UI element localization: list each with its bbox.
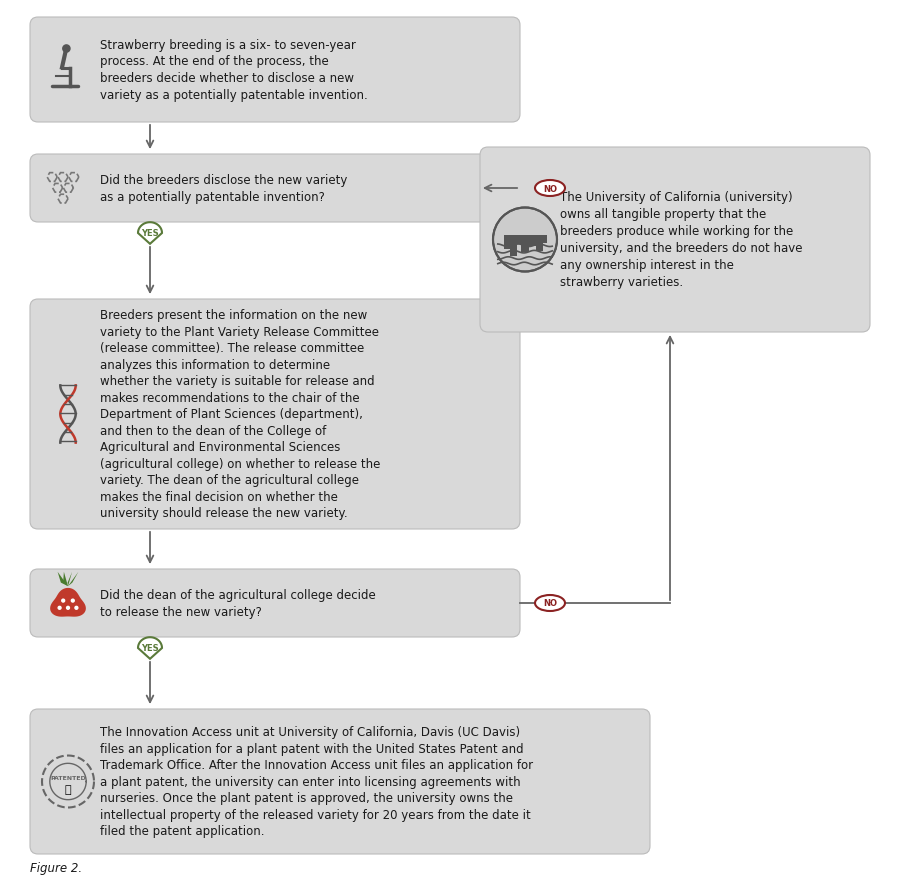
Text: Did the breeders disclose the new variety
as a potentially patentable invention?: Did the breeders disclose the new variet…	[100, 174, 347, 204]
Text: Figure 2.: Figure 2.	[30, 861, 82, 874]
Circle shape	[63, 46, 70, 53]
Polygon shape	[138, 637, 162, 659]
Text: The Innovation Access unit at University of California, Davis (UC Davis)
files a: The Innovation Access unit at University…	[100, 726, 533, 838]
Text: NO: NO	[543, 599, 557, 608]
Text: The University of California (university)
owns all tangible property that the
br: The University of California (university…	[560, 191, 803, 289]
Bar	[543, 235, 547, 243]
FancyBboxPatch shape	[30, 569, 520, 637]
Bar	[520, 235, 529, 253]
Text: YES: YES	[141, 644, 158, 652]
Polygon shape	[138, 223, 162, 244]
Text: 🍓: 🍓	[65, 784, 71, 795]
Text: PATENTED: PATENTED	[50, 775, 86, 781]
Polygon shape	[68, 572, 78, 587]
Ellipse shape	[535, 595, 565, 611]
Bar	[529, 235, 535, 247]
Text: NO: NO	[543, 184, 557, 193]
Ellipse shape	[535, 181, 565, 197]
Circle shape	[75, 607, 77, 609]
Polygon shape	[63, 572, 68, 587]
Bar	[509, 235, 517, 256]
Circle shape	[67, 607, 69, 609]
Text: Did the dean of the agricultural college decide
to release the new variety?: Did the dean of the agricultural college…	[100, 588, 376, 618]
Bar	[504, 235, 510, 250]
Polygon shape	[68, 572, 72, 587]
FancyBboxPatch shape	[30, 299, 520, 529]
Circle shape	[62, 600, 65, 602]
FancyBboxPatch shape	[30, 18, 520, 123]
Text: Breeders present the information on the new
variety to the Plant Variety Release: Breeders present the information on the …	[100, 309, 381, 520]
Circle shape	[71, 600, 74, 602]
Text: Strawberry breeding is a six- to seven-year
process. At the end of the process, : Strawberry breeding is a six- to seven-y…	[100, 39, 368, 103]
Polygon shape	[58, 572, 68, 587]
Bar	[536, 235, 543, 251]
Circle shape	[493, 208, 557, 272]
FancyBboxPatch shape	[480, 148, 870, 333]
FancyBboxPatch shape	[30, 155, 520, 223]
Circle shape	[58, 607, 61, 609]
FancyBboxPatch shape	[30, 709, 650, 854]
Bar	[517, 235, 520, 245]
Polygon shape	[50, 588, 86, 617]
Text: YES: YES	[141, 229, 158, 238]
